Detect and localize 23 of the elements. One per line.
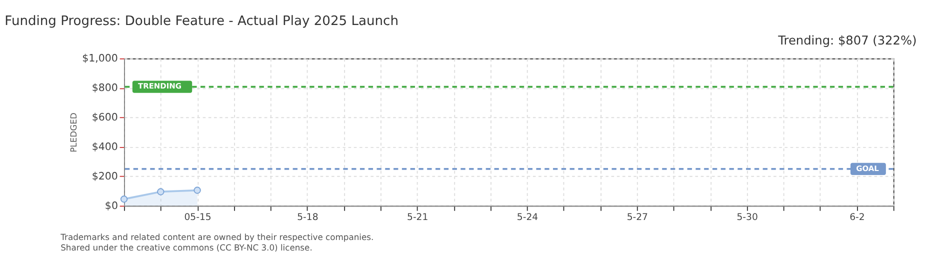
y-axis-title: PLEDGED bbox=[68, 112, 78, 152]
y-tick-label: $800 bbox=[92, 82, 118, 94]
y-tick-label: $400 bbox=[92, 141, 118, 154]
point bbox=[157, 188, 164, 196]
point bbox=[120, 196, 128, 203]
y-tick-label: $200 bbox=[92, 170, 118, 183]
text: Trending: $807 (322%) bbox=[777, 33, 917, 48]
y-tick-label: $0 bbox=[104, 200, 118, 212]
x-tick-label: 5-27 bbox=[626, 212, 648, 224]
point bbox=[194, 186, 201, 194]
x-tick-label: 05-15 bbox=[184, 212, 212, 224]
chart-title: Funding Progress: Double Feature - Actual Play 2025 Launch bbox=[4, 14, 398, 29]
x-tick-label: 5-18 bbox=[297, 212, 318, 224]
text: Shared under the creative commons (CC BY-NC 3.0) license. bbox=[60, 242, 312, 252]
text: Trademarks and related content are owned by their respective companies. bbox=[60, 232, 374, 242]
ref-line-label: TRENDING bbox=[138, 82, 182, 91]
y-tick-label: $600 bbox=[92, 112, 118, 124]
x-tick-label: 6-2 bbox=[850, 212, 865, 224]
x-tick-label: 5-21 bbox=[407, 212, 428, 224]
ref-line-label: GOAL bbox=[856, 164, 880, 173]
x-tick-label: 5-24 bbox=[516, 212, 538, 224]
x-tick-label: 5-30 bbox=[736, 212, 758, 224]
y-tick-label: $1,000 bbox=[82, 52, 118, 65]
